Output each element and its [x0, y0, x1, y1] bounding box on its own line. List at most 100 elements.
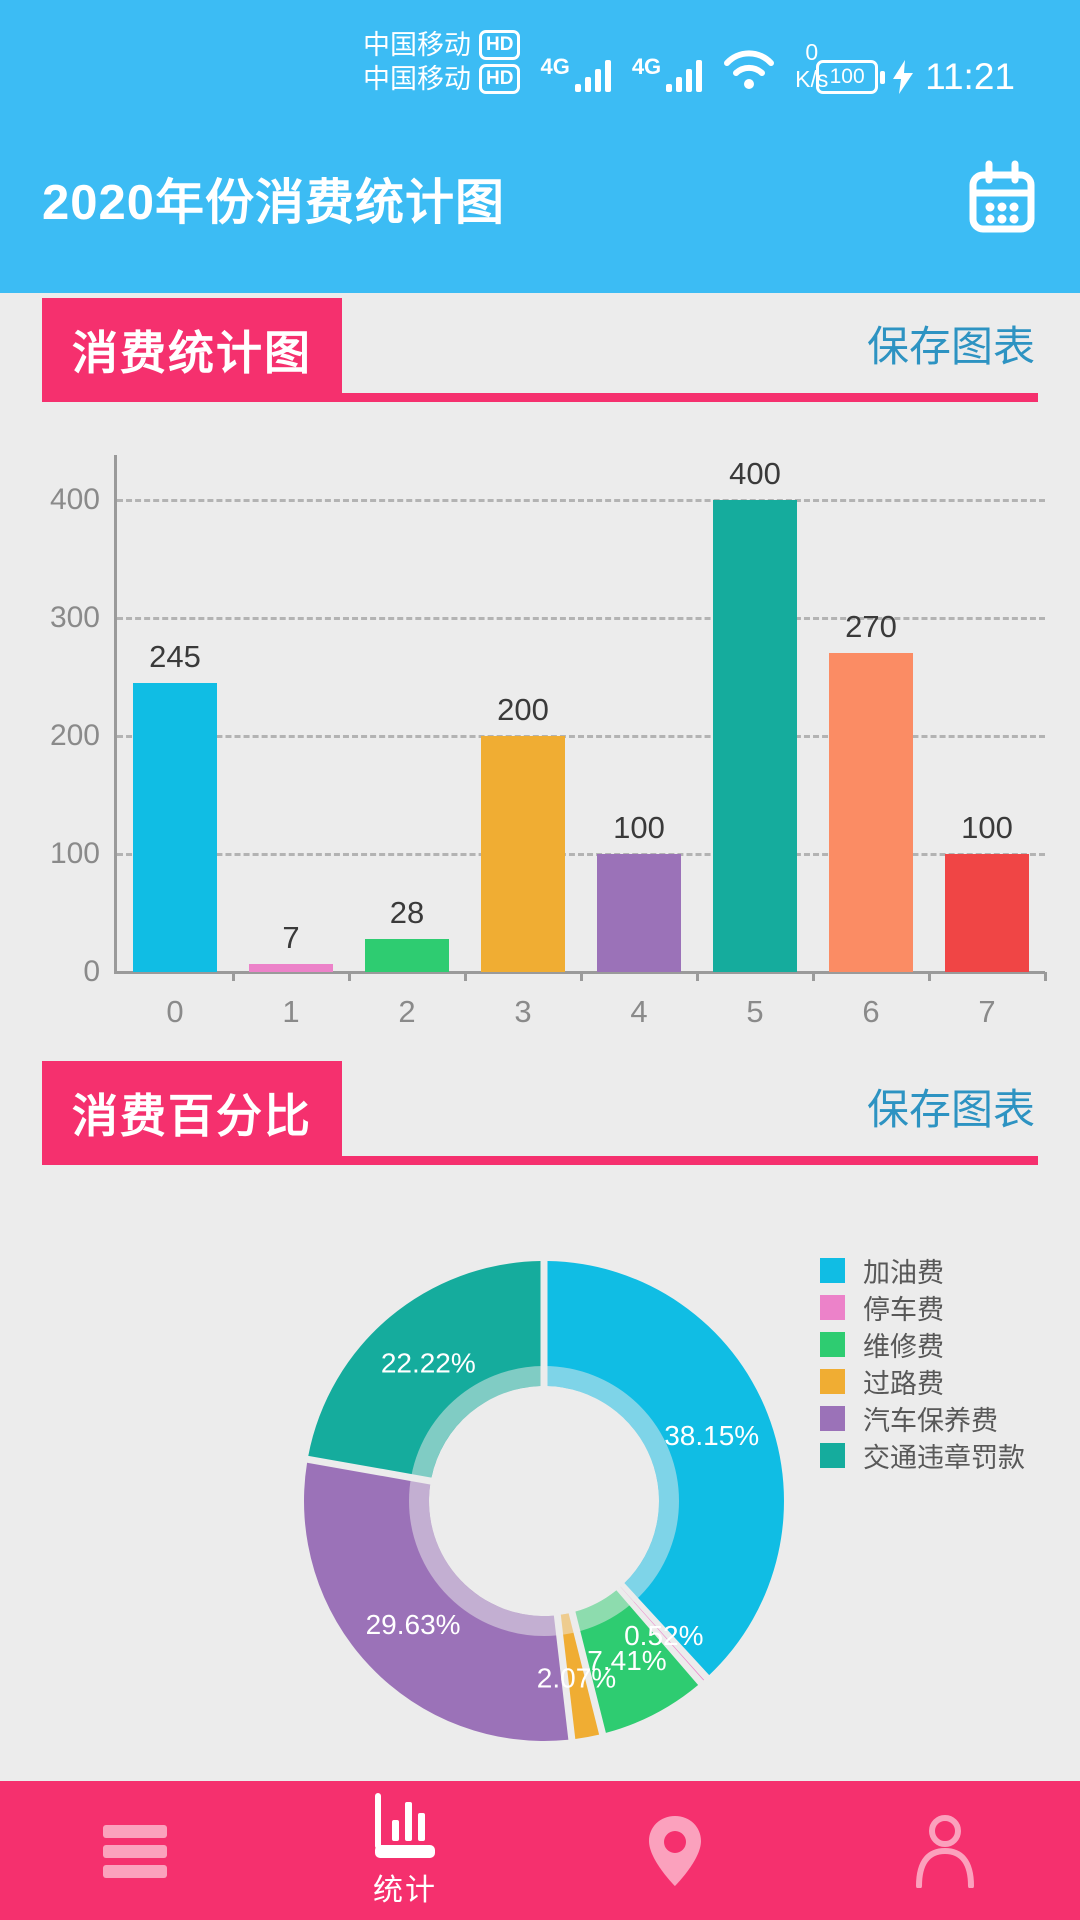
bar-2 — [365, 938, 449, 972]
location-icon — [649, 1815, 701, 1886]
pie-slice-停车费[interactable] — [620, 1586, 705, 1681]
wifi-icon — [724, 50, 775, 89]
save-pie-chart-button[interactable]: 保存图表 — [866, 1085, 1035, 1133]
legend-item-维修费: 维修费 — [820, 1332, 1025, 1362]
nav-item-location[interactable] — [540, 1781, 810, 1920]
bar-value-label: 100 — [961, 810, 1013, 845]
legend-item-停车费: 停车费 — [820, 1295, 1025, 1325]
x-axis-tick-label: 6 — [862, 994, 880, 1029]
sim1-network-type: 4G — [540, 54, 570, 79]
nav-item-profile[interactable] — [810, 1781, 1080, 1920]
bar-6 — [829, 653, 913, 972]
legend-item-加油费: 加油费 — [820, 1258, 1025, 1288]
pie-slice-过路费[interactable] — [560, 1613, 600, 1739]
bar-4 — [597, 854, 681, 972]
calendar-icon[interactable] — [966, 160, 1038, 236]
bar-value-label: 100 — [613, 810, 665, 845]
sim1-signal: 4G — [540, 30, 611, 94]
section-underline — [42, 393, 1038, 402]
nav-label: 统计 — [373, 1873, 437, 1907]
y-axis-tick-label: 400 — [49, 483, 100, 516]
bar-3 — [481, 736, 565, 972]
nav-item-menu[interactable] — [0, 1781, 270, 1920]
signal-bars-icon — [666, 60, 703, 92]
bar-value-label: 28 — [389, 894, 425, 930]
bar-section-title: 消费统计图 — [42, 298, 342, 402]
bottom-nav-bar: 统计 — [0, 1781, 1080, 1920]
x-axis-tick-label: 3 — [514, 994, 532, 1029]
legend-label: 交通违章罚款 — [863, 1443, 1025, 1473]
pie-slice-汽车保养费[interactable] — [304, 1462, 569, 1741]
hd-badge-icon: HD — [479, 30, 521, 60]
pie-percent-label: 22.22% — [381, 1348, 476, 1379]
stats-icon — [375, 1792, 435, 1858]
clock-time: 11:21 — [925, 56, 1015, 97]
pie-percent-label: 38.15% — [664, 1420, 759, 1451]
hd-badge-icon: HD — [479, 64, 521, 94]
bar-7 — [945, 854, 1029, 972]
legend-swatch — [820, 1406, 845, 1431]
status-bar-right: 100 11:21 — [816, 56, 1015, 98]
legend-item-过路费: 过路费 — [820, 1369, 1025, 1399]
sim2-signal: 4G — [632, 30, 703, 94]
legend-label: 维修费 — [863, 1332, 944, 1362]
x-axis-tick-label: 1 — [282, 994, 300, 1029]
y-axis-tick-label: 100 — [49, 837, 100, 870]
pie-section-title: 消费百分比 — [42, 1061, 342, 1165]
x-axis-tick-label: 4 — [630, 994, 648, 1029]
section-underline — [42, 1156, 1038, 1165]
legend-swatch — [820, 1258, 845, 1283]
legend-swatch — [820, 1295, 845, 1320]
legend-item-汽车保养费: 汽车保养费 — [820, 1406, 1025, 1436]
x-axis-tick-label: 5 — [746, 994, 764, 1029]
x-axis-tick-label: 7 — [978, 994, 996, 1029]
bar-value-label: 245 — [149, 638, 201, 674]
x-axis-line — [114, 971, 1045, 974]
legend-swatch — [820, 1332, 845, 1357]
sim2-network-type: 4G — [631, 54, 662, 79]
y-axis-tick-label: 300 — [49, 601, 100, 634]
speed-value: 0 — [805, 39, 819, 65]
pie-percent-label: 0.52% — [624, 1620, 703, 1651]
carrier-name-1: 中国移动 — [363, 30, 471, 60]
bar-section-header: 消费统计图 保存图表 — [0, 298, 1080, 402]
legend-swatch — [820, 1443, 845, 1468]
x-axis-tick-label: 0 — [166, 994, 184, 1029]
legend-label: 停车费 — [863, 1295, 944, 1325]
save-bar-chart-button[interactable]: 保存图表 — [866, 322, 1035, 370]
bar-value-label: 400 — [729, 456, 781, 491]
page-title: 2020年份消费统计图 — [42, 175, 506, 230]
pie-percent-label: 2.07% — [537, 1663, 616, 1694]
y-axis-tick-label: 0 — [83, 955, 100, 988]
profile-icon — [916, 1814, 974, 1888]
legend-label: 汽车保养费 — [863, 1406, 998, 1436]
status-bar-left: 中国移动 HD 中国移动 HD 4G 4G — [363, 30, 828, 94]
y-axis-line — [114, 455, 117, 972]
donut-chart: 38.15% 0.52% 7.41% 2.07% 29.63% 22.22% — [264, 1231, 824, 1771]
bar-0 — [133, 682, 217, 972]
bar-1 — [249, 963, 333, 972]
legend-item-交通违章罚款: 交通违章罚款 — [820, 1443, 1025, 1473]
pie-percent-label: 7.41% — [587, 1645, 666, 1676]
bar-value-label: 7 — [282, 919, 300, 955]
charging-bolt-icon — [893, 60, 914, 94]
legend-swatch — [820, 1369, 845, 1394]
battery-level: 100 — [829, 65, 865, 88]
bar-value-label: 200 — [497, 692, 549, 727]
nav-item-stats[interactable]: 统计 — [270, 1781, 540, 1920]
x-axis-tick-label: 2 — [398, 994, 416, 1029]
menu-icon — [103, 1824, 167, 1878]
pie-slice-交通违章罚款[interactable] — [308, 1261, 541, 1478]
bar-5 — [713, 500, 797, 972]
app-header: 中国移动 HD 中国移动 HD 4G 4G — [0, 0, 1080, 293]
battery-icon: 100 — [816, 60, 886, 94]
pie-legend: 加油费停车费维修费过路费汽车保养费交通违章罚款 — [820, 1258, 1025, 1473]
pie-slice-维修费[interactable] — [575, 1590, 699, 1733]
signal-bars-icon — [574, 60, 611, 92]
donut-inner-ring — [409, 1366, 679, 1636]
pie-percent-label: 29.63% — [366, 1609, 461, 1640]
pie-section-header: 消费百分比 保存图表 — [0, 1061, 1080, 1165]
legend-label: 过路费 — [863, 1369, 944, 1399]
carrier-block: 中国移动 HD 中国移动 HD — [363, 30, 521, 94]
